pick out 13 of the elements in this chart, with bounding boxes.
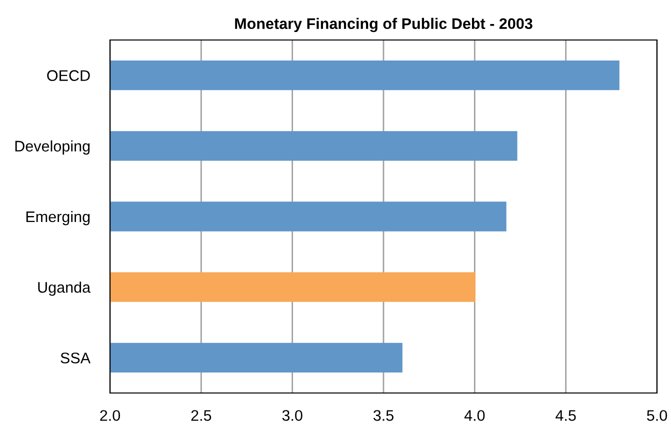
y-tick-label: OECD: [47, 70, 90, 81]
x-tick-label: 2.5: [191, 410, 212, 421]
x-tick-label: 4.5: [556, 410, 576, 421]
x-tick-label: 2.0: [100, 410, 120, 421]
y-tick-label: Developing: [15, 140, 90, 155]
chart-title: Monetary Financing of Public Debt - 2003: [235, 18, 532, 32]
x-tick-label: 3.0: [282, 410, 302, 421]
x-tick-label: 4.0: [464, 410, 485, 421]
x-tick-label: 3.5: [373, 410, 394, 421]
y-tick-label: SSA: [60, 352, 91, 364]
y-tick-label: Emerging: [26, 210, 90, 226]
x-tick-label: 5.0: [646, 410, 668, 421]
y-tick-label: Uganda: [38, 282, 91, 296]
